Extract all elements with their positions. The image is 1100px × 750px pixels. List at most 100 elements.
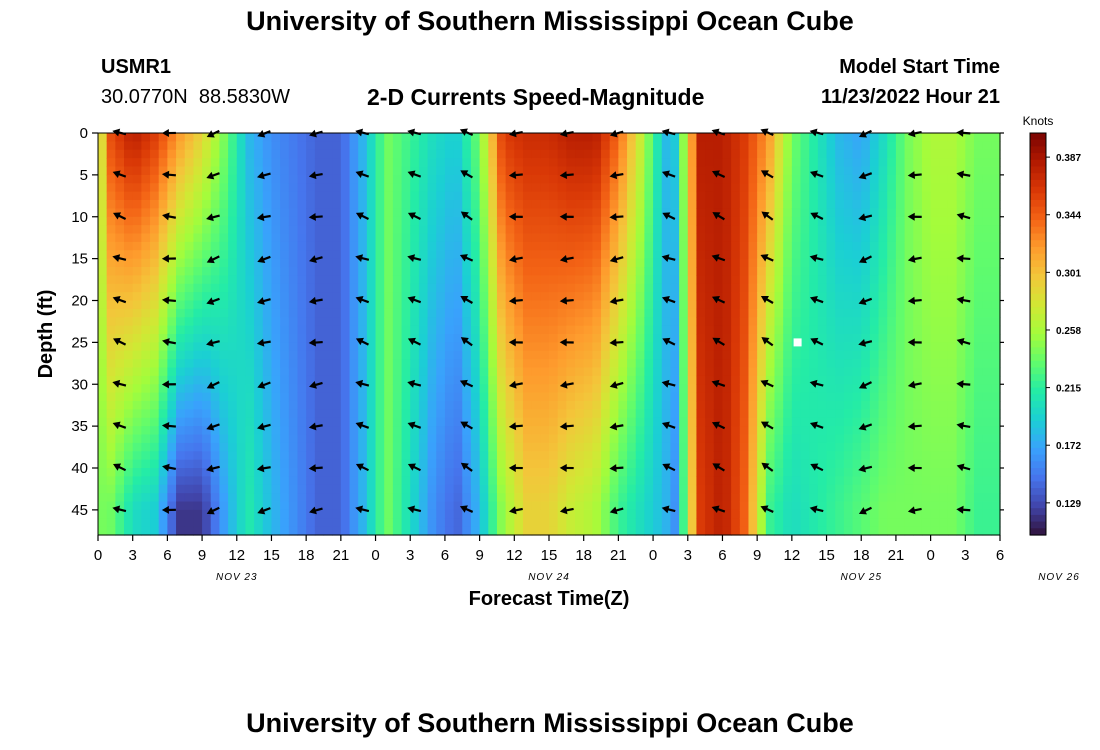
heatmap-cell	[522, 183, 533, 193]
heatmap-cell	[852, 133, 862, 142]
heatmap-cell	[254, 476, 264, 486]
heatmap-cell	[826, 267, 836, 276]
heatmap-cell	[202, 409, 212, 419]
heatmap-cell	[314, 342, 325, 352]
heatmap-cell	[106, 174, 116, 184]
heatmap-cell	[184, 225, 194, 235]
heatmap-cell	[262, 308, 273, 318]
heatmap-cell	[783, 300, 793, 310]
heatmap-cell	[366, 392, 377, 402]
heatmap-cell	[531, 459, 541, 469]
heatmap-cell	[921, 509, 932, 519]
heatmap-cell	[306, 141, 316, 151]
heatmap-cell	[696, 359, 706, 369]
heatmap-cell	[826, 493, 836, 503]
heatmap-cell	[427, 526, 437, 536]
heatmap-cell	[245, 459, 255, 469]
heatmap-cell	[783, 468, 793, 477]
heatmap-cell	[366, 451, 377, 461]
heatmap-cell	[375, 292, 385, 302]
heatmap-cell	[644, 200, 654, 209]
heatmap-cell	[410, 384, 420, 394]
heatmap-cell	[817, 451, 828, 461]
heatmap-cell	[878, 275, 888, 285]
heatmap-cell	[306, 434, 316, 444]
heatmap-cell	[618, 174, 628, 184]
heatmap-cell	[366, 501, 377, 511]
heatmap-cell	[826, 292, 836, 302]
heatmap-cell	[592, 149, 602, 159]
heatmap-cell	[696, 183, 706, 193]
heatmap-cell	[757, 225, 767, 235]
heatmap-cell	[228, 509, 238, 519]
heatmap-cell	[375, 384, 385, 394]
heatmap-cell	[913, 417, 923, 427]
heatmap-cell	[566, 401, 576, 410]
heatmap-cell	[887, 158, 897, 168]
heatmap-cell	[514, 283, 524, 293]
heatmap-cell	[566, 451, 576, 461]
heatmap-cell	[436, 409, 446, 419]
heatmap-cell	[392, 401, 403, 410]
heatmap-cell	[427, 275, 437, 285]
heatmap-cell	[627, 317, 637, 327]
heatmap-cell	[930, 258, 940, 268]
heatmap-cell	[947, 275, 958, 285]
heatmap-cell	[540, 216, 550, 226]
heatmap-cell	[540, 133, 550, 142]
heatmap-cell	[982, 200, 992, 209]
heatmap-cell	[557, 493, 567, 503]
heatmap-cell	[262, 208, 273, 218]
heatmap-cell	[280, 275, 290, 285]
heatmap-cell	[98, 468, 108, 477]
heatmap-cell	[141, 216, 151, 226]
heatmap-cell	[852, 200, 862, 209]
heatmap-cell	[150, 300, 160, 310]
heatmap-cell	[687, 183, 698, 193]
heatmap-cell	[496, 258, 507, 268]
heatmap-cell	[635, 267, 645, 276]
heatmap-cell	[384, 241, 394, 251]
heatmap-cell	[800, 342, 810, 352]
heatmap-cell	[150, 384, 160, 394]
heatmap-cell	[705, 317, 715, 327]
heatmap-cell	[878, 442, 888, 452]
heatmap-cell	[713, 359, 724, 369]
heatmap-cell	[193, 275, 203, 285]
heatmap-cell	[384, 183, 394, 193]
heatmap-cell	[930, 476, 940, 486]
heatmap-cell	[522, 267, 533, 276]
heatmap-cell	[783, 442, 793, 452]
heatmap-cell	[236, 258, 247, 268]
heatmap-cell	[713, 258, 724, 268]
heatmap-cell	[514, 133, 524, 142]
heatmap-cell	[375, 216, 385, 226]
heatmap-cell	[869, 459, 880, 469]
heatmap-cell	[670, 434, 680, 444]
heatmap-cell	[861, 409, 871, 419]
heatmap-cell	[800, 308, 810, 318]
heatmap-cell	[141, 166, 151, 176]
heatmap-cell	[713, 158, 724, 168]
heatmap-cell	[973, 392, 984, 402]
heatmap-cell	[288, 241, 299, 251]
heatmap-cell	[878, 300, 888, 310]
heatmap-cell	[843, 216, 854, 226]
heatmap-cell	[418, 250, 429, 260]
heatmap-cell	[982, 292, 992, 302]
heatmap-cell	[280, 476, 290, 486]
heatmap-cell	[453, 493, 463, 503]
heatmap-cell	[739, 191, 750, 201]
heatmap-cell	[921, 191, 932, 201]
heatmap-cell	[913, 233, 923, 243]
heatmap-cell	[618, 275, 628, 285]
heatmap-cell	[973, 417, 984, 427]
heatmap-cell	[514, 484, 524, 494]
heatmap-cell	[297, 384, 307, 394]
heatmap-cell	[418, 359, 429, 369]
heatmap-cell	[262, 317, 273, 327]
heatmap-cell	[687, 468, 698, 477]
heatmap-cell	[670, 442, 680, 452]
heatmap-cell	[869, 350, 880, 360]
heatmap-cell	[791, 158, 802, 168]
